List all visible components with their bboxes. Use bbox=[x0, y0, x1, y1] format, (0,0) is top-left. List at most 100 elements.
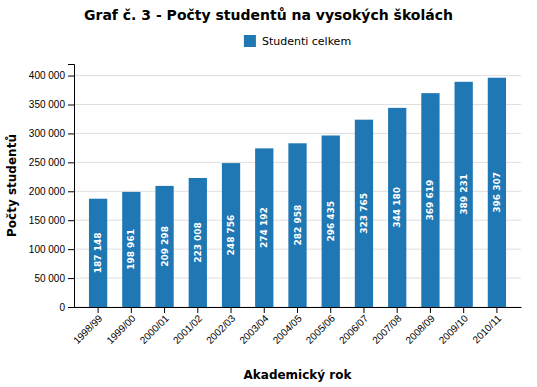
x-tick: 2000/01 bbox=[138, 307, 172, 346]
x-tick-mark bbox=[164, 307, 165, 313]
legend-swatch bbox=[244, 35, 256, 47]
y-tick: 200 000 bbox=[29, 186, 74, 197]
x-tick-label: 2006/07 bbox=[337, 312, 371, 346]
y-tick: 0 bbox=[59, 302, 74, 313]
x-tick: 2001/02 bbox=[171, 307, 205, 346]
bar bbox=[455, 82, 473, 307]
x-tick-mark bbox=[197, 307, 198, 313]
y-axis-line bbox=[68, 65, 75, 308]
x-tick-mark bbox=[430, 307, 431, 313]
data-label: 282 958 bbox=[293, 205, 303, 246]
chart-svg: 1998/991999/002000/012001/022002/032003/… bbox=[0, 0, 537, 387]
y-tick: 150 000 bbox=[29, 215, 74, 226]
bar bbox=[89, 199, 107, 307]
y-tick-label: 150 000 bbox=[29, 215, 66, 226]
chart-container: 1998/991999/002000/012001/022002/032003/… bbox=[0, 0, 537, 387]
x-tick-mark bbox=[231, 307, 232, 313]
bar bbox=[421, 93, 439, 307]
y-tick: 300 000 bbox=[29, 128, 74, 139]
bar bbox=[388, 108, 406, 307]
x-tick-label: 2007/08 bbox=[370, 312, 404, 346]
x-tick-label: 2004/05 bbox=[271, 312, 305, 346]
data-label: 344 180 bbox=[392, 187, 402, 228]
y-tick-label: 350 000 bbox=[29, 99, 66, 110]
bar bbox=[288, 143, 306, 307]
legend-item: Studenti celkem bbox=[244, 35, 351, 48]
x-tick-mark bbox=[463, 307, 464, 313]
y-tick-label: 400 000 bbox=[29, 70, 66, 81]
data-label: 389 231 bbox=[459, 174, 469, 215]
data-label: 396 307 bbox=[492, 172, 502, 213]
x-tick: 2004/05 bbox=[271, 307, 305, 346]
x-tick-mark bbox=[297, 307, 298, 313]
x-tick: 2006/07 bbox=[337, 307, 371, 346]
y-tick: 100 000 bbox=[29, 244, 74, 255]
data-label: 369 619 bbox=[425, 180, 435, 221]
x-tick: 2005/06 bbox=[304, 307, 338, 346]
bars bbox=[89, 78, 506, 307]
y-tick-label: 100 000 bbox=[29, 244, 66, 255]
data-label: 248 756 bbox=[226, 215, 236, 256]
x-tick-label: 2000/01 bbox=[138, 312, 172, 346]
x-tick-label: 2005/06 bbox=[304, 312, 338, 346]
x-tick: 2008/09 bbox=[403, 307, 437, 346]
plot-area: 1998/991999/002000/012001/022002/032003/… bbox=[29, 65, 522, 347]
y-tick-label: 50 000 bbox=[34, 273, 65, 284]
bar bbox=[122, 192, 140, 307]
y-tick-mark bbox=[68, 191, 74, 192]
x-tick: 2002/03 bbox=[204, 307, 238, 346]
x-tick-label: 2008/09 bbox=[403, 312, 437, 346]
grid-line bbox=[74, 133, 521, 134]
grid bbox=[74, 76, 521, 307]
y-tick-label: 200 000 bbox=[29, 186, 66, 197]
data-label: 187 148 bbox=[93, 233, 103, 274]
y-tick: 350 000 bbox=[29, 99, 74, 110]
x-tick-label: 2002/03 bbox=[204, 312, 238, 346]
y-tick-mark bbox=[68, 307, 74, 308]
x-tick: 2010/11 bbox=[470, 307, 503, 345]
x-tick-label: 1998/99 bbox=[71, 312, 105, 346]
data-label: 198 961 bbox=[126, 229, 136, 270]
x-tick: 2007/08 bbox=[370, 307, 404, 346]
y-tick: 400 000 bbox=[29, 70, 74, 81]
grid-line bbox=[74, 75, 521, 76]
title: Graf č. 3 - Počty studentů na vysokých š… bbox=[84, 7, 453, 23]
bar bbox=[255, 148, 273, 307]
y-tick-mark bbox=[68, 162, 74, 163]
x-tick-mark bbox=[496, 307, 497, 313]
legend-label: Studenti celkem bbox=[262, 35, 351, 48]
y-tick-mark bbox=[68, 220, 74, 221]
data-label: 223 008 bbox=[193, 222, 203, 263]
x-axis: 1998/991999/002000/012001/022002/032003/… bbox=[71, 307, 521, 346]
legend: Studenti celkem bbox=[244, 35, 351, 48]
data-label: 274 192 bbox=[259, 207, 269, 248]
x-tick-label: 2003/04 bbox=[237, 312, 271, 346]
y-tick-mark bbox=[68, 76, 74, 77]
x-tick-mark bbox=[131, 307, 132, 313]
y-tick-label: 250 000 bbox=[29, 157, 66, 168]
bar bbox=[355, 120, 373, 307]
bar bbox=[488, 78, 506, 307]
x-tick-label: 2009/10 bbox=[437, 312, 471, 346]
x-tick-mark bbox=[330, 307, 331, 313]
y-tick: 50 000 bbox=[34, 273, 74, 284]
y-axis: 0 50 000 100 000 150 000 200 000 250 000 300 0… bbox=[29, 65, 75, 313]
x-tick-mark bbox=[397, 307, 398, 313]
bar bbox=[222, 163, 240, 307]
y-tick: 250 000 bbox=[29, 157, 74, 168]
y-tick-label: 300 000 bbox=[29, 128, 66, 139]
x-tick-label: 2001/02 bbox=[171, 312, 205, 346]
y-tick-mark bbox=[68, 249, 74, 250]
x-axis-title: Akademický rok bbox=[244, 368, 353, 382]
data-labels: 187 148 198 961 209 298 223 008 248 756 274 1… bbox=[93, 172, 502, 273]
x-tick-label: 1999/00 bbox=[104, 312, 138, 346]
x-tick: 2009/10 bbox=[437, 307, 471, 346]
x-tick: 1999/00 bbox=[104, 307, 138, 346]
bar bbox=[189, 178, 207, 307]
data-label: 323 765 bbox=[359, 193, 369, 234]
data-label: 209 298 bbox=[160, 226, 170, 267]
x-tick: 1998/99 bbox=[71, 307, 105, 346]
bar bbox=[322, 135, 340, 307]
grid-line bbox=[74, 104, 521, 105]
x-tick-mark bbox=[363, 307, 364, 313]
